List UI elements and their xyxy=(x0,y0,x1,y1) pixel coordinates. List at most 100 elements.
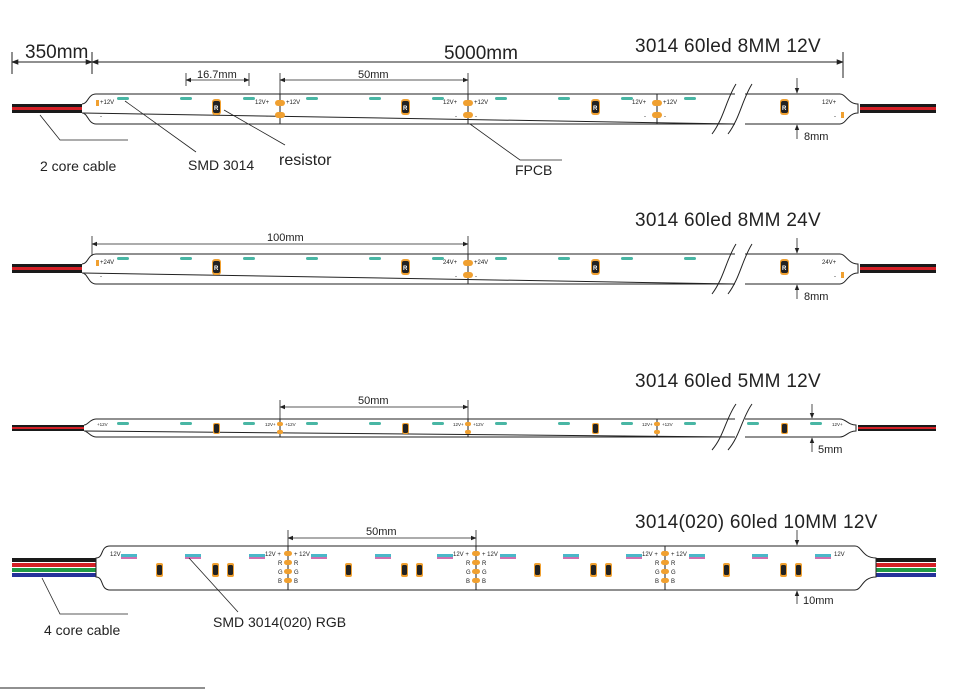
strip-3-width: 5mm xyxy=(818,444,842,456)
strip-2-cut-pads xyxy=(96,254,844,284)
led-chip xyxy=(369,97,381,100)
svg-text:12V+: 12V+ xyxy=(632,100,647,106)
svg-text:12V: 12V xyxy=(834,552,845,558)
smd-rgb-label: SMD 3014(020) RGB xyxy=(213,614,346,630)
svg-text:24V+: 24V+ xyxy=(443,260,458,266)
smd-label: SMD 3014 xyxy=(188,157,254,173)
svg-text:+ 12V: + 12V xyxy=(671,552,687,558)
svg-text:12V+: 12V+ xyxy=(443,100,458,106)
led-chip xyxy=(180,97,192,100)
svg-text:R: R xyxy=(466,561,471,567)
svg-text:R: R xyxy=(403,106,408,112)
svg-text:G: G xyxy=(278,570,283,576)
svg-text:R: R xyxy=(278,561,283,567)
svg-text:R: R xyxy=(782,266,787,272)
dim-50mm-s4: 50mm xyxy=(366,526,397,538)
svg-text:G: G xyxy=(482,570,487,576)
svg-text:B: B xyxy=(482,579,486,585)
svg-text:-: - xyxy=(644,114,646,120)
dim-50mm: 50mm xyxy=(358,69,389,81)
svg-text:R: R xyxy=(214,266,219,272)
svg-text:+12V: +12V xyxy=(662,422,673,427)
strip-4-title: 3014(020) 60led 10MM 12V xyxy=(635,512,878,533)
svg-text:R: R xyxy=(782,106,787,112)
led-chip xyxy=(495,97,507,100)
resistor-label: resistor xyxy=(279,152,332,169)
svg-text:B: B xyxy=(655,579,659,585)
svg-text:+12V: +12V xyxy=(285,422,296,427)
svg-text:+12V: +12V xyxy=(474,100,488,106)
led-chip xyxy=(306,97,318,100)
svg-text:12V+: 12V+ xyxy=(822,100,837,106)
svg-text:24V+: 24V+ xyxy=(822,260,837,266)
svg-text:+ 12V: + 12V xyxy=(294,552,310,558)
svg-text:G: G xyxy=(294,570,299,576)
svg-text:-: - xyxy=(834,274,836,280)
strip-3-cut-pads xyxy=(277,419,660,437)
svg-text:-: - xyxy=(100,274,102,280)
svg-text:-: - xyxy=(100,114,102,120)
svg-text:R: R xyxy=(593,266,598,272)
svg-text:R: R xyxy=(482,561,487,567)
strip-4-cut-pads xyxy=(284,546,669,590)
strip-1-leds xyxy=(117,97,696,100)
svg-text:R: R xyxy=(294,561,299,567)
svg-text:12V +: 12V + xyxy=(642,552,658,558)
svg-text:+12V: +12V xyxy=(100,100,114,106)
strip-2-title: 3014 60led 8MM 24V xyxy=(635,210,821,231)
strip-4: 3014(020) 60led 10MM 12V 50mm xyxy=(12,512,936,638)
svg-text:+12V: +12V xyxy=(663,100,677,106)
svg-text:+12V: +12V xyxy=(286,100,300,106)
svg-text:-: - xyxy=(266,114,268,120)
dim-5000mm: 5000mm xyxy=(444,43,518,64)
svg-text:G: G xyxy=(671,570,676,576)
strip-3-resistors xyxy=(213,423,788,434)
svg-text:B: B xyxy=(294,579,298,585)
svg-text:G: G xyxy=(466,570,471,576)
svg-text:12V+: 12V+ xyxy=(255,100,270,106)
led-chip xyxy=(432,97,444,100)
svg-text:+12V: +12V xyxy=(473,422,484,427)
svg-text:12V+: 12V+ xyxy=(642,422,653,427)
svg-text:R: R xyxy=(214,106,219,112)
strip-4-width: 10mm xyxy=(803,595,834,607)
strip-2-width: 8mm xyxy=(804,291,828,303)
strip-2: 3014 60led 8MM 24V 100mm R R R xyxy=(12,210,936,303)
svg-text:R: R xyxy=(655,561,660,567)
led-chip xyxy=(117,97,129,100)
strip-1-title: 3014 60led 8MM 12V xyxy=(635,36,821,57)
dim-50mm-s3: 50mm xyxy=(358,395,389,407)
fpcb-label: FPCB xyxy=(515,162,552,178)
cable-label-4: 4 core cable xyxy=(44,622,120,638)
strip-2-resistors: R R R R xyxy=(212,259,789,275)
svg-text:-: - xyxy=(475,274,477,280)
svg-text:12V+: 12V+ xyxy=(453,422,464,427)
svg-text:+12V: +12V xyxy=(97,422,108,427)
strip-3: 3014 60led 5MM 12V 50mm xyxy=(12,371,936,456)
svg-text:-: - xyxy=(287,114,289,120)
led-chip xyxy=(684,97,696,100)
svg-text:G: G xyxy=(655,570,660,576)
svg-text:12V: 12V xyxy=(110,552,121,558)
led-chip xyxy=(243,97,255,100)
svg-text:R: R xyxy=(671,561,676,567)
svg-text:12V +: 12V + xyxy=(453,552,469,558)
strip-4-resistors xyxy=(156,563,802,577)
svg-text:+ 12V: + 12V xyxy=(482,552,498,558)
svg-text:+24V: +24V xyxy=(100,260,114,266)
strip-1-width: 8mm xyxy=(804,131,828,143)
svg-text:-: - xyxy=(455,114,457,120)
dim-100mm: 100mm xyxy=(267,232,304,244)
strip-4-rgb-leds xyxy=(121,554,831,559)
svg-text:+24V: +24V xyxy=(474,260,488,266)
svg-text:-: - xyxy=(834,114,836,120)
svg-text:R: R xyxy=(403,266,408,272)
svg-text:-: - xyxy=(455,274,457,280)
strip-1: 3014 60led 8MM 12V 350mm 5000mm 16.7mm 5… xyxy=(11,36,936,178)
strip-1-cut-pads xyxy=(96,94,844,124)
led-chip xyxy=(621,97,633,100)
svg-text:B: B xyxy=(466,579,470,585)
svg-text:12V+: 12V+ xyxy=(265,422,276,427)
svg-text:B: B xyxy=(671,579,675,585)
